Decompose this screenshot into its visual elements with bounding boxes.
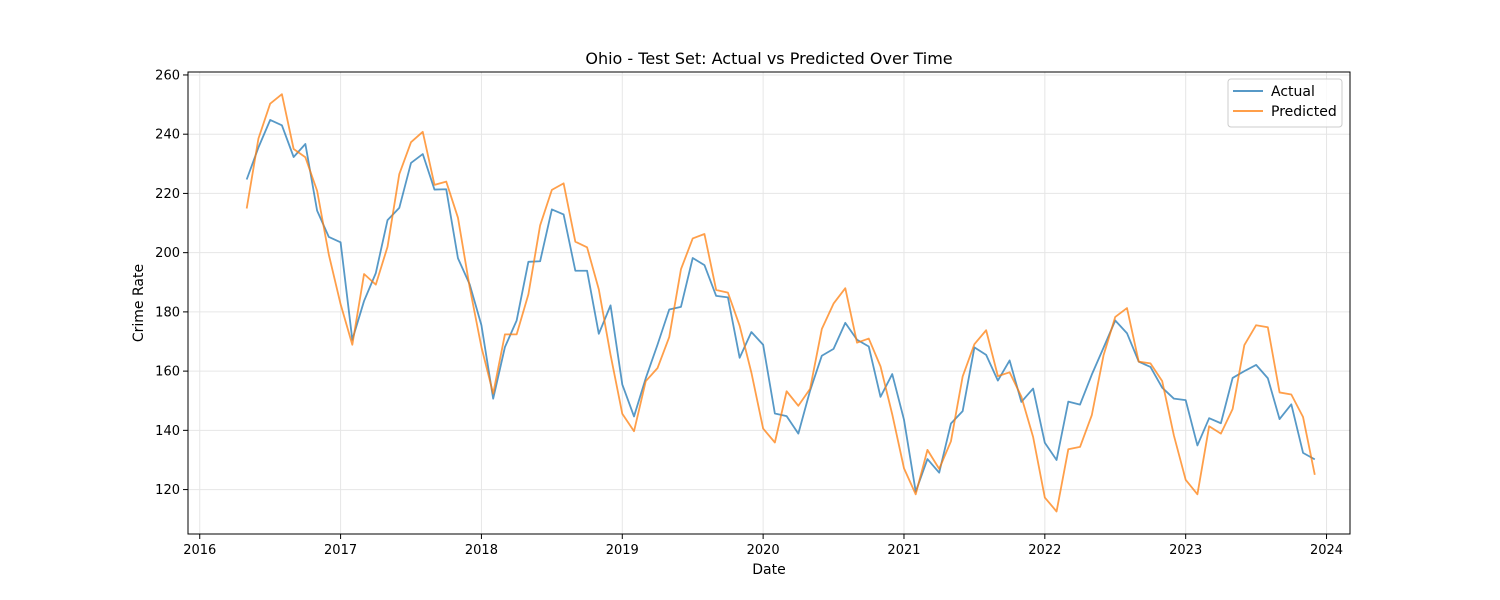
x-tick-label: 2022 (1028, 543, 1061, 558)
tick-layer: 2016 2017 2018 2019 2020 2021 2022 2023 2024 120 1… (155, 68, 1343, 558)
y-tick-label: 220 (155, 187, 180, 202)
x-axis-title: Date (752, 562, 785, 578)
y-tick-label: 240 (155, 128, 180, 143)
x-tick-label: 2020 (747, 543, 780, 558)
y-tick-label: 260 (155, 68, 180, 83)
x-tick-label: 2016 (183, 543, 216, 558)
x-tick-label: 2021 (887, 543, 920, 558)
y-axis-title: Crime Rate (131, 264, 147, 342)
plot-area-frame (187, 71, 1351, 535)
series-line-predicted (245, 93, 1316, 513)
legend-label-actual: Actual (1271, 84, 1315, 100)
x-tick-label: 2024 (1310, 543, 1343, 558)
chart-title: Ohio - Test Set: Actual vs Predicted Ove… (585, 49, 952, 68)
legend: Actual Predicted (1227, 78, 1343, 128)
y-tick-label: 180 (155, 305, 180, 320)
legend-label-predicted: Predicted (1271, 104, 1337, 120)
x-tick-label: 2023 (1169, 543, 1202, 558)
y-tick-label: 200 (155, 246, 180, 261)
series-layer (245, 93, 1316, 513)
x-tick-label: 2019 (606, 543, 639, 558)
y-tick-label: 120 (155, 483, 180, 498)
grid-layer (188, 72, 1350, 534)
y-tick-label: 140 (155, 424, 180, 439)
x-tick-label: 2017 (324, 543, 357, 558)
y-tick-label: 160 (155, 365, 180, 380)
x-tick-label: 2018 (465, 543, 498, 558)
